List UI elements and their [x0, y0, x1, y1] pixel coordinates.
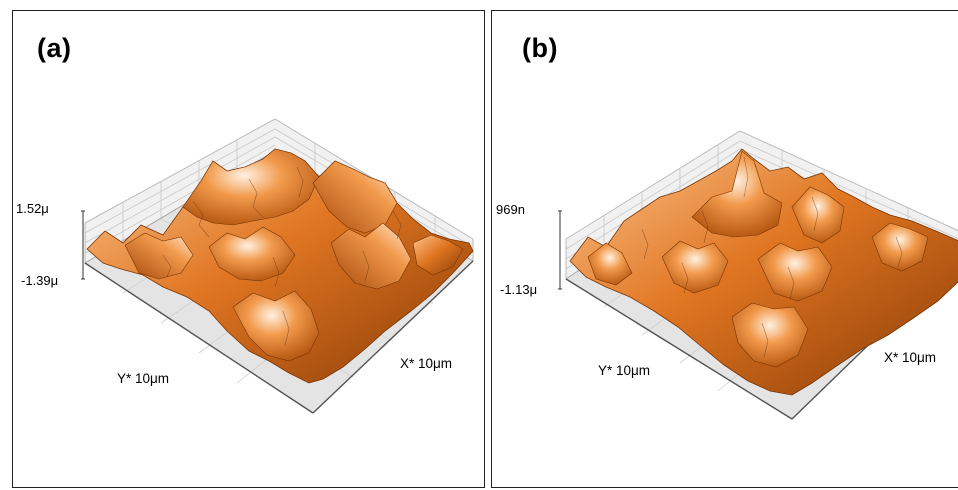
- panel-b: (b) 969n -1.13μ Y* 10μm X* 10μm: [491, 10, 958, 488]
- z-min-label-a: -1.39μ: [21, 273, 59, 288]
- z-axis-b: [558, 210, 562, 290]
- panel-a: (a) 1.52μ -1.39μ Y* 10μm X* 10μm: [12, 10, 485, 488]
- z-max-label-b: 969n: [496, 202, 525, 217]
- x-axis-label-b: X* 10μm: [884, 350, 937, 365]
- z-min-label-b: -1.13μ: [500, 282, 538, 297]
- surface-plot-b: [558, 130, 958, 420]
- y-axis-label-b: Y* 10μm: [598, 363, 651, 378]
- y-axis-label-a: Y* 10μm: [117, 371, 170, 386]
- z-axis-a: [81, 210, 85, 280]
- z-max-label-a: 1.52μ: [16, 201, 49, 216]
- rough-surface-a: [86, 148, 474, 384]
- surface-plot-a: [81, 118, 474, 414]
- x-axis-label-a: X* 10μm: [400, 356, 453, 371]
- panel-label-b: (b): [522, 33, 558, 63]
- panel-label-a: (a): [37, 33, 72, 63]
- rough-surface-b: [569, 148, 958, 396]
